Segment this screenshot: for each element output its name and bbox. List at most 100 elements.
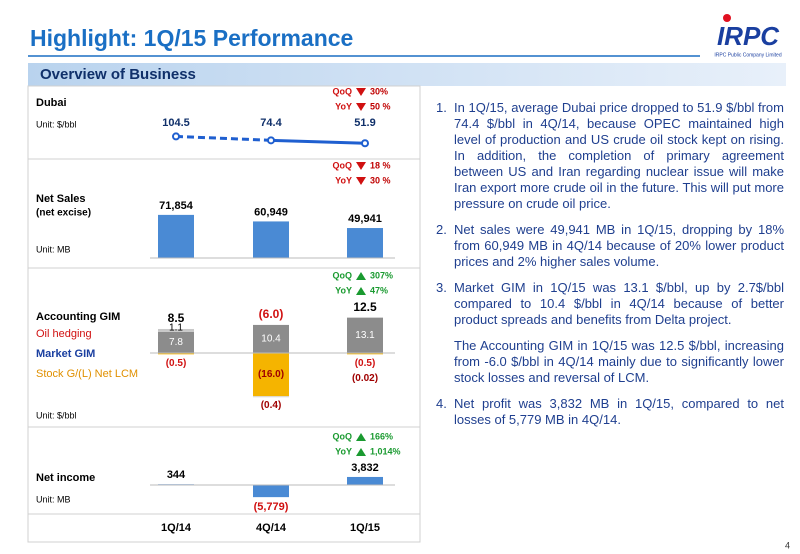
panel-label: Dubai [36, 97, 67, 109]
note: 4. Net profit was 3,832 MB in 1Q/15, comp… [432, 396, 784, 428]
unit: Unit: $/bbl [36, 119, 77, 129]
category-label: 4Q/14 [256, 522, 287, 534]
arrow-up [356, 272, 366, 280]
oil-hedging-bar [158, 328, 194, 332]
category-label: 1Q/15 [350, 522, 380, 534]
note: 2. Net sales were 49,941 MB in 1Q/15, dro… [432, 222, 784, 270]
market-gim-bar [253, 324, 289, 353]
value-label: 60,949 [254, 206, 288, 218]
value-label: (5,779) [254, 501, 289, 513]
page-number: 4 [785, 540, 790, 550]
logo-dot [723, 14, 731, 22]
note-number: 3. [436, 280, 447, 295]
legend-label: Market GIM [36, 348, 95, 360]
arrow-up [356, 448, 366, 456]
change-value: 30 % [370, 175, 391, 185]
change-label: QoQ [333, 160, 353, 170]
value-label: 51.9 [354, 117, 375, 129]
section-bar [28, 63, 786, 86]
notes: 1. In 1Q/15, average Dubai price dropped … [432, 100, 784, 438]
note: 1. In 1Q/15, average Dubai price dropped … [432, 100, 784, 212]
note-text: Net profit was 3,832 MB in 1Q/15, compar… [454, 396, 784, 427]
dubai-point [361, 139, 369, 148]
value-label: 104.5 [162, 117, 190, 129]
stock-gl-bar [253, 353, 289, 397]
value-label: 71,854 [159, 200, 194, 212]
change-label: YoY [335, 101, 352, 111]
dubai-point [172, 132, 180, 141]
dubai-line [270, 138, 366, 145]
value-label: 74.4 [260, 117, 282, 129]
market-gim-bar [158, 331, 194, 353]
segment-label: 7.8 [169, 337, 183, 348]
change-label: YoY [335, 285, 352, 295]
stock-gl-bar [347, 353, 383, 355]
unit: Unit: MB [36, 244, 71, 254]
arrow-up [356, 433, 366, 441]
segment-label: (0.5) [166, 358, 187, 369]
change-value: 18 % [370, 160, 391, 170]
segment-label: (0.5) [355, 358, 376, 369]
note-text: Net sales were 49,941 MB in 1Q/15, dropp… [454, 222, 784, 269]
change-value: 1,014% [370, 446, 401, 456]
section-title: Overview of Business [40, 66, 196, 83]
unit: Unit: MB [36, 494, 71, 504]
market-gim-bar [347, 317, 383, 353]
legend-label: Accounting GIM [36, 311, 120, 323]
change-label: YoY [335, 446, 352, 456]
value-label: 3,832 [351, 462, 379, 474]
title: Highlight: 1Q/15 Performance [30, 25, 353, 51]
panel-label: Net Sales [36, 193, 86, 205]
value-label: 344 [167, 469, 186, 481]
change-value: 30% [370, 86, 388, 96]
bar [347, 228, 383, 258]
unit: Unit: $/bbl [36, 410, 77, 420]
change-value: 47% [370, 285, 388, 295]
accounting-gim-label: 12.5 [353, 300, 377, 314]
arrow-down [356, 103, 366, 111]
segment-label: 10.4 [261, 334, 281, 345]
legend-label: Oil hedging [36, 328, 92, 340]
segment-label: 13.1 [355, 330, 375, 341]
bar [253, 485, 289, 498]
segment-label: (16.0) [258, 369, 284, 380]
dubai-line [175, 134, 272, 142]
left-panel [27, 85, 421, 543]
note: 3. Market GIM in 1Q/15 was 13.1 $/bbl, up… [432, 280, 784, 328]
bar [253, 221, 289, 258]
lcm-label: (0.4) [261, 400, 282, 411]
segment-label: 1.1 [169, 323, 183, 334]
note-number: 1. [436, 100, 447, 115]
value-label: 49,941 [348, 213, 382, 225]
note-text: In 1Q/15, average Dubai price dropped to… [454, 100, 784, 211]
panel-label: Net income [36, 472, 95, 484]
accounting-gim-label: 8.5 [168, 311, 185, 325]
legend-label: Stock G/(L) Net LCM [36, 368, 138, 380]
note: The Accounting GIM in 1Q/15 was 12.5 $/b… [432, 338, 784, 386]
change-label: QoQ [333, 86, 353, 96]
change-value: 50 % [370, 101, 391, 111]
note-text: Market GIM in 1Q/15 was 13.1 $/bbl, up b… [454, 280, 784, 327]
note-number: 2. [436, 222, 447, 237]
bar [347, 476, 383, 485]
change-value: 307% [370, 270, 393, 280]
dubai-point [267, 136, 275, 145]
change-label: YoY [335, 175, 352, 185]
change-label: QoQ [333, 431, 353, 441]
lcm-label: (0.02) [352, 373, 378, 384]
category-label: 1Q/14 [161, 522, 192, 534]
stock-gl-bar [158, 353, 194, 355]
logo-subtitle: IRPC Public Company Limited [714, 52, 781, 58]
bar [158, 214, 194, 258]
arrow-down [356, 88, 366, 96]
note-number: 4. [436, 396, 447, 411]
accounting-gim-label: (6.0) [259, 307, 284, 321]
change-value: 166% [370, 431, 393, 441]
note-text: The Accounting GIM in 1Q/15 was 12.5 $/b… [454, 338, 784, 385]
logo: IRPC [717, 21, 780, 51]
lcm-bar [253, 396, 289, 398]
arrow-down [356, 177, 366, 185]
panel-sublabel: (net excise) [36, 208, 91, 219]
